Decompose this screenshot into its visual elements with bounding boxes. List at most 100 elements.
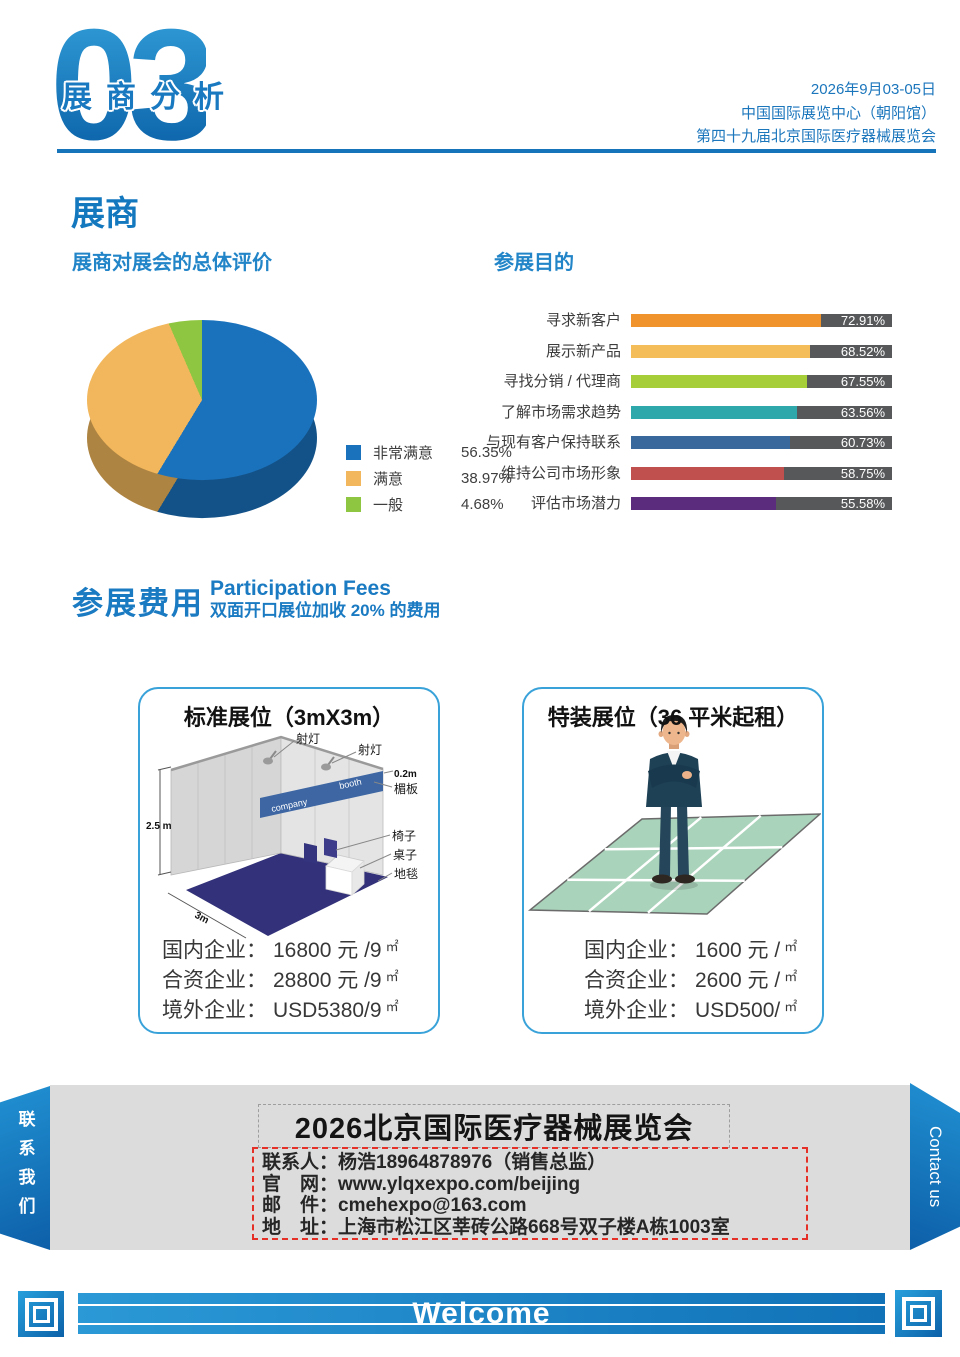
bar-label: 寻找分销 / 代理商 bbox=[503, 373, 621, 390]
contact-address-row: 地 址：上海市松江区莘砖公路668号双子楼A栋1003室 bbox=[262, 1216, 730, 1238]
bar-fill bbox=[631, 314, 822, 327]
bar-row: 寻找分销 / 代理商 67.55% bbox=[395, 373, 895, 390]
contact-tab-en: Contact us bbox=[910, 1083, 960, 1250]
bar-fill bbox=[631, 405, 797, 419]
bar-label: 了解市场需求趋势 bbox=[500, 403, 621, 421]
contact-details-box: 联系人：杨浩18964878976（销售总监） 官 网：www.ylqxexpo… bbox=[252, 1147, 808, 1240]
bar-track: 72.91% bbox=[631, 314, 892, 327]
bar-value: 67.55% bbox=[840, 374, 885, 389]
header-divider bbox=[57, 149, 936, 153]
contact-section: 2026北京国际医疗器械展览会 联系人：杨浩18964878976（销售总监） … bbox=[50, 1085, 910, 1250]
bar-row: 寻求新客户 72.91% bbox=[395, 312, 895, 329]
dim-width-label: 3m bbox=[193, 910, 211, 927]
bar-fill bbox=[631, 466, 785, 480]
bar-label: 评估市场潜力 bbox=[530, 495, 621, 512]
event-info: 2026年9月03-05日 中国国际展览中心（朝阳馆） 第四十九届北京国际医疗器… bbox=[420, 78, 936, 149]
event-venue: 中国国际展览中心（朝阳馆） bbox=[740, 104, 936, 122]
spotlight-icon bbox=[263, 757, 273, 765]
fascia-label: 楣板 bbox=[394, 782, 418, 796]
spotlight-label-1: 射灯 bbox=[296, 731, 320, 746]
legend-swatch bbox=[346, 444, 361, 460]
legend-item: 满意 38.97% bbox=[346, 469, 512, 488]
chair-label: 椅子 bbox=[392, 829, 416, 843]
table-label: 桌子 bbox=[393, 848, 417, 862]
bar-fill bbox=[631, 375, 808, 388]
bar-row: 与现有客户保持联系 60.73% bbox=[395, 435, 895, 450]
contact-website-row: 官 网：www.ylqxexpo.com/beijing bbox=[262, 1173, 581, 1195]
booth-chair bbox=[304, 843, 317, 864]
contact-tab-zh: 联系我们 bbox=[0, 1086, 50, 1250]
price-row: 国内企业： 1600 元 / ㎡ bbox=[584, 939, 798, 962]
contact-email-row: 邮 件：cmehexpo@163.com bbox=[262, 1195, 527, 1216]
legend-label: 一般 bbox=[373, 496, 404, 514]
bar-value: 68.52% bbox=[840, 343, 885, 359]
standard-price-list: 国内企业： 16800 元 /9 ㎡ 合资企业： 28800 元 /9 ㎡ 境外企业： U… bbox=[162, 936, 399, 1026]
bar-label: 寻求新客户 bbox=[545, 312, 621, 329]
bar-track: 67.55% bbox=[631, 375, 892, 388]
bar-fill bbox=[631, 497, 777, 510]
price-row: 境外企业： USD5380/9 ㎡ bbox=[162, 999, 399, 1022]
bar-track: 55.58% bbox=[631, 497, 892, 510]
spotlight-label-2: 射灯 bbox=[358, 742, 382, 757]
booth-chair bbox=[324, 838, 337, 858]
pie-chart bbox=[87, 320, 317, 550]
businessman-figure bbox=[646, 715, 702, 884]
fees-heading: 参展费用 Participation Fees 双面开口展位加收 20% 的费用 bbox=[72, 577, 441, 621]
bar-row: 展示新产品 68.52% bbox=[395, 342, 895, 360]
corner-square-icon bbox=[18, 1291, 64, 1337]
dim-height-label: 2.5 m bbox=[146, 821, 172, 832]
special-booth-illustration bbox=[527, 715, 821, 915]
welcome-text: Welcome bbox=[412, 1297, 551, 1330]
legend-value: 4.68% bbox=[461, 495, 504, 513]
price-row: 合资企业： 2600 元 / ㎡ bbox=[584, 969, 798, 992]
fees-subtitle-cn: 双面开口展位加收 20% 的费用 bbox=[210, 601, 441, 621]
section-number: 03 bbox=[50, 0, 216, 173]
price-row: 国内企业： 16800 元 /9 ㎡ bbox=[162, 939, 399, 962]
floor-grid bbox=[527, 813, 821, 915]
fees-subtitle: Participation Fees 双面开口展位加收 20% 的费用 bbox=[210, 577, 441, 621]
price-row: 境外企业： USD500/㎡ bbox=[584, 999, 798, 1022]
pie-legend: 非常满意 56.35% 满意 38.97% 一般 4.68% bbox=[346, 444, 512, 522]
exhibitor-heading: 展商 bbox=[71, 195, 139, 233]
bar-chart-title: 参展目的 bbox=[494, 252, 574, 274]
bar-track: 58.75% bbox=[631, 466, 892, 480]
special-booth-title: 特装展位（36 平米起租） bbox=[547, 705, 799, 730]
bar-value: 60.73% bbox=[840, 435, 885, 450]
carpet-label: 地毯 bbox=[394, 867, 418, 881]
bar-fill bbox=[631, 344, 810, 358]
special-booth-card: 特装展位（36 平米起租） bbox=[522, 687, 824, 1034]
bar-row: 评估市场潜力 55.58% bbox=[395, 495, 895, 512]
price-row: 合资企业： 28800 元 /9 ㎡ bbox=[162, 969, 399, 992]
standard-booth-card: 标准展位（3mX3m） bbox=[138, 687, 440, 1034]
bar-label: 维持公司市场形象 bbox=[500, 464, 621, 482]
legend-item: 非常满意 56.35% bbox=[346, 444, 512, 462]
purpose-bar-chart: 寻求新客户 72.91% 展示新产品 68.52% 寻找分销 / 代理商 67.… bbox=[395, 312, 895, 528]
contact-title: 2026北京国际医疗器械展览会 bbox=[258, 1104, 730, 1148]
pie-top bbox=[87, 320, 317, 481]
fees-subtitle-en: Participation Fees bbox=[210, 577, 391, 600]
event-name: 第四十九届北京国际医疗器械展览会 bbox=[695, 128, 936, 145]
bar-track: 60.73% bbox=[631, 436, 892, 449]
bar-track: 68.52% bbox=[631, 343, 892, 359]
legend-swatch bbox=[346, 496, 361, 512]
welcome-banner: Welcome bbox=[78, 1293, 885, 1334]
corner-square-icon bbox=[895, 1290, 942, 1337]
booth-fascia bbox=[260, 771, 383, 818]
bar-value: 72.91% bbox=[840, 313, 885, 328]
bar-row: 了解市场需求趋势 63.56% bbox=[395, 403, 895, 421]
legend-label: 满意 bbox=[373, 470, 404, 488]
bar-value: 63.56% bbox=[840, 404, 885, 420]
fascia-height-label: 0.2m bbox=[394, 769, 417, 780]
bar-value: 55.58% bbox=[840, 496, 885, 511]
legend-value: 38.97% bbox=[461, 469, 512, 487]
event-date: 2026年9月03-05日 bbox=[810, 81, 936, 98]
bar-track: 63.56% bbox=[631, 404, 892, 420]
pie-chart-title: 展商对展会的总体评价 bbox=[72, 252, 272, 274]
legend-swatch bbox=[346, 470, 361, 486]
fascia-booth-text: booth bbox=[338, 776, 362, 790]
legend-label: 非常满意 bbox=[373, 444, 434, 462]
bar-fill bbox=[631, 436, 790, 449]
bar-label: 展示新产品 bbox=[545, 342, 621, 360]
contact-person-row: 联系人：杨浩18964878976（销售总监） bbox=[262, 1152, 607, 1173]
